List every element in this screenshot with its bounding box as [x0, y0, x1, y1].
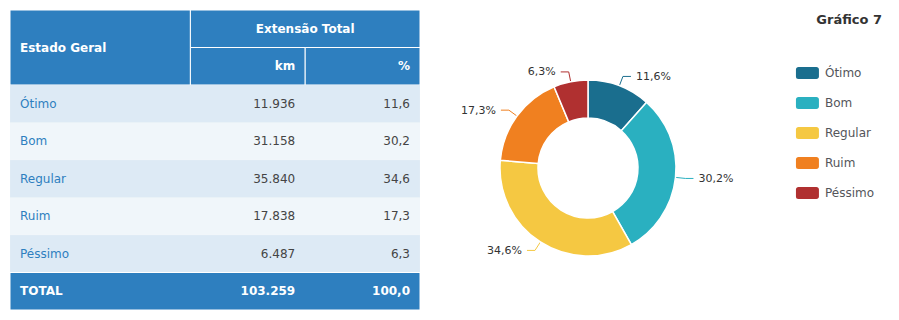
- svg-text:TOTAL: TOTAL: [20, 284, 63, 298]
- svg-text:30,2%: 30,2%: [698, 172, 733, 185]
- svg-text:Gráfico 7: Gráfico 7: [816, 12, 882, 27]
- svg-text:Extensão Total: Extensão Total: [256, 22, 355, 36]
- svg-text:35.840: 35.840: [253, 172, 295, 186]
- svg-text:31.158: 31.158: [253, 134, 295, 148]
- svg-text:Regular: Regular: [20, 172, 66, 186]
- svg-text:6,3: 6,3: [391, 247, 410, 261]
- svg-text:6,3%: 6,3%: [528, 65, 556, 78]
- svg-text:Ruim: Ruim: [825, 156, 855, 170]
- svg-text:100,0: 100,0: [372, 284, 410, 298]
- svg-text:11.936: 11.936: [253, 97, 295, 111]
- svg-text:Péssimo: Péssimo: [825, 186, 874, 200]
- svg-text:Ótimo: Ótimo: [20, 96, 57, 111]
- svg-text:%: %: [398, 59, 410, 73]
- svg-text:17,3: 17,3: [383, 209, 410, 223]
- svg-text:Ruim: Ruim: [20, 209, 50, 223]
- svg-text:km: km: [275, 59, 295, 73]
- svg-text:Péssimo: Péssimo: [20, 247, 69, 261]
- svg-text:Bom: Bom: [20, 134, 47, 148]
- svg-text:34,6: 34,6: [383, 172, 410, 186]
- svg-text:30,2: 30,2: [383, 134, 410, 148]
- svg-text:11,6: 11,6: [383, 97, 410, 111]
- svg-text:17.838: 17.838: [253, 209, 295, 223]
- svg-text:Ótimo: Ótimo: [825, 65, 862, 80]
- svg-text:11,6%: 11,6%: [636, 70, 671, 83]
- svg-text:34,6%: 34,6%: [487, 244, 522, 257]
- svg-text:Estado Geral: Estado Geral: [20, 41, 106, 55]
- svg-text:103.259: 103.259: [241, 284, 296, 298]
- svg-text:6.487: 6.487: [261, 247, 295, 261]
- svg-text:17,3%: 17,3%: [461, 104, 496, 117]
- svg-text:Regular: Regular: [825, 126, 871, 140]
- svg-text:Bom: Bom: [825, 96, 852, 110]
